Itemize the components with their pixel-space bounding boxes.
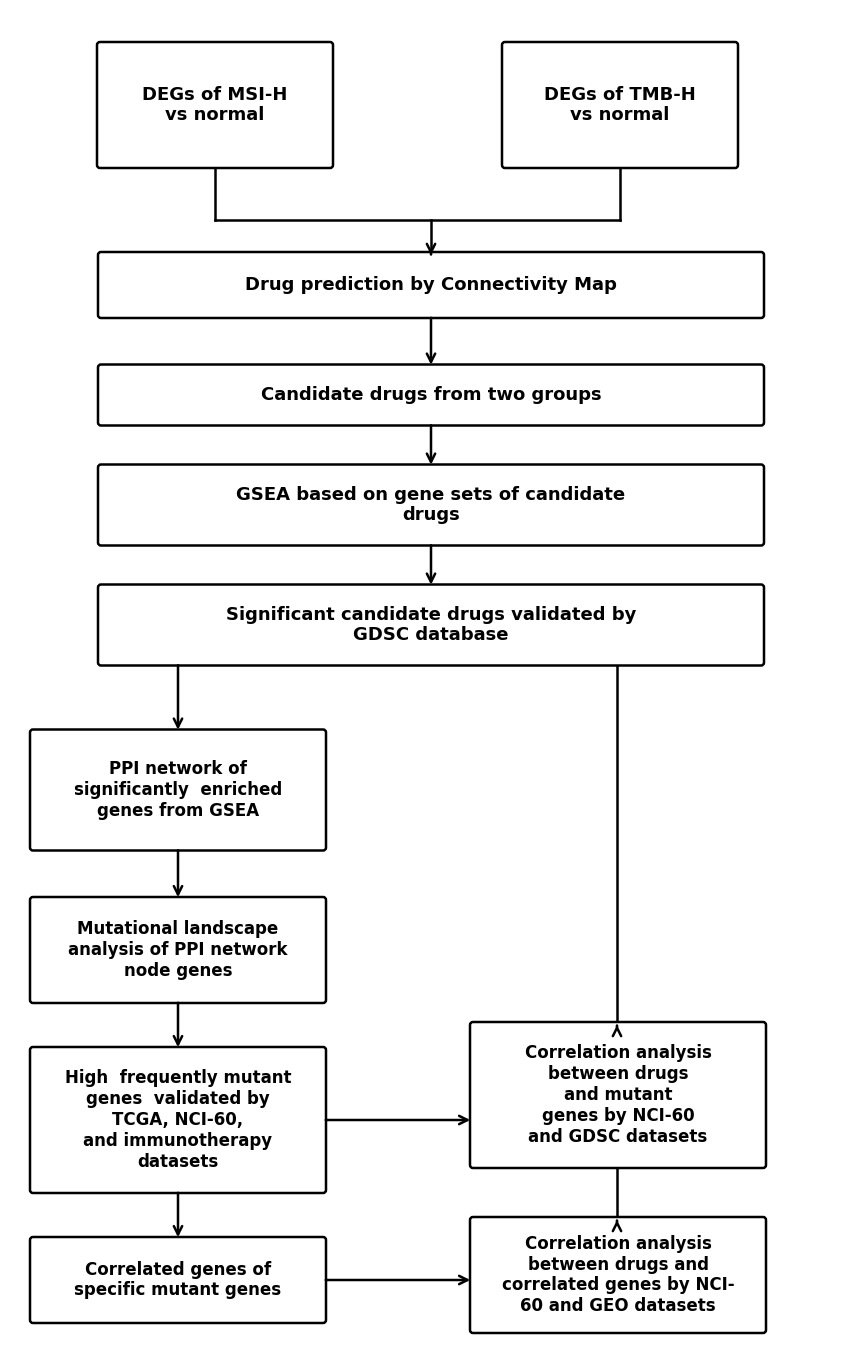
Text: Mutational landscape
analysis of PPI network
node genes: Mutational landscape analysis of PPI net… <box>68 920 287 980</box>
FancyBboxPatch shape <box>30 1238 326 1323</box>
FancyBboxPatch shape <box>98 364 764 425</box>
FancyBboxPatch shape <box>470 1217 766 1333</box>
FancyBboxPatch shape <box>502 42 738 168</box>
Text: Candidate drugs from two groups: Candidate drugs from two groups <box>261 386 602 403</box>
FancyBboxPatch shape <box>30 897 326 1003</box>
Text: High  frequently mutant
genes  validated by
TCGA, NCI-60,
and immunotherapy
data: High frequently mutant genes validated b… <box>65 1070 291 1171</box>
FancyBboxPatch shape <box>30 1047 326 1193</box>
FancyBboxPatch shape <box>97 42 333 168</box>
FancyBboxPatch shape <box>98 465 764 545</box>
FancyBboxPatch shape <box>30 729 326 851</box>
Text: Significant candidate drugs validated by
GDSC database: Significant candidate drugs validated by… <box>226 605 636 645</box>
FancyBboxPatch shape <box>98 252 764 318</box>
Text: Correlation analysis
between drugs
and mutant
genes by NCI-60
and GDSC datasets: Correlation analysis between drugs and m… <box>525 1044 711 1145</box>
Text: PPI network of
significantly  enriched
genes from GSEA: PPI network of significantly enriched ge… <box>74 761 282 819</box>
Text: GSEA based on gene sets of candidate
drugs: GSEA based on gene sets of candidate dru… <box>236 485 626 525</box>
Text: DEGs of TMB-H
vs normal: DEGs of TMB-H vs normal <box>545 86 696 124</box>
Text: DEGs of MSI-H
vs normal: DEGs of MSI-H vs normal <box>142 86 287 124</box>
FancyBboxPatch shape <box>98 585 764 665</box>
Text: Correlated genes of
specific mutant genes: Correlated genes of specific mutant gene… <box>74 1261 281 1299</box>
FancyBboxPatch shape <box>470 1022 766 1168</box>
Text: Drug prediction by Connectivity Map: Drug prediction by Connectivity Map <box>245 275 617 294</box>
Text: Correlation analysis
between drugs and
correlated genes by NCI-
60 and GEO datas: Correlation analysis between drugs and c… <box>501 1235 734 1315</box>
